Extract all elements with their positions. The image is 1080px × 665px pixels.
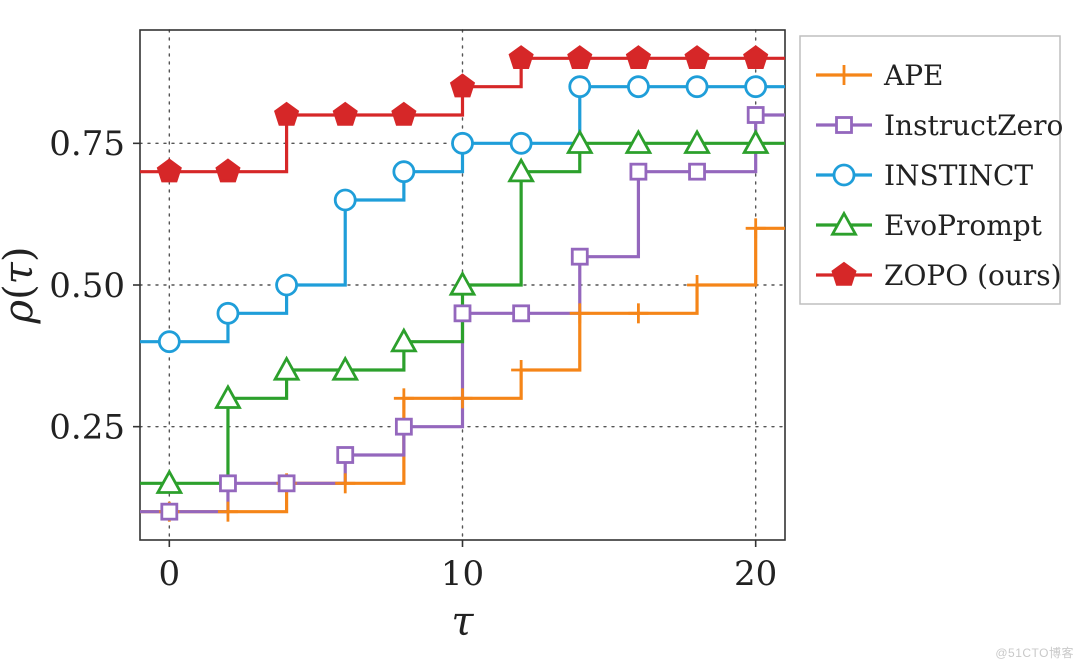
legend-label-ape: APE [883, 59, 944, 92]
y-tick-label: 0.50 [49, 266, 125, 306]
chart-svg: 0 10 20 0.25 0.50 0.75 τ ρ(τ) APE InstructZero INS… [0, 0, 1080, 665]
x-tick-label: 20 [734, 554, 777, 594]
y-tick-label: 0.25 [49, 408, 125, 448]
y-tick-label: 0.75 [49, 124, 125, 164]
x-tick-label: 10 [441, 554, 484, 594]
legend-label-instructzero: InstructZero [884, 109, 1063, 142]
watermark-text: @51CTO博客 [995, 644, 1074, 661]
x-axis-label: τ [451, 599, 474, 645]
legend-label-evoprompt: EvoPrompt [884, 209, 1043, 242]
legend-label-zopo: ZOPO (ours) [884, 259, 1062, 292]
legend-label-instinct: INSTINCT [884, 159, 1033, 192]
x-tick-label: 0 [158, 554, 180, 594]
legend: APE InstructZero INSTINCT EvoPrompt ZOPO (ou… [800, 36, 1063, 304]
y-axis-label: ρ(τ) [0, 247, 42, 325]
chart-container: 0 10 20 0.25 0.50 0.75 τ ρ(τ) APE InstructZero INS… [0, 0, 1080, 665]
